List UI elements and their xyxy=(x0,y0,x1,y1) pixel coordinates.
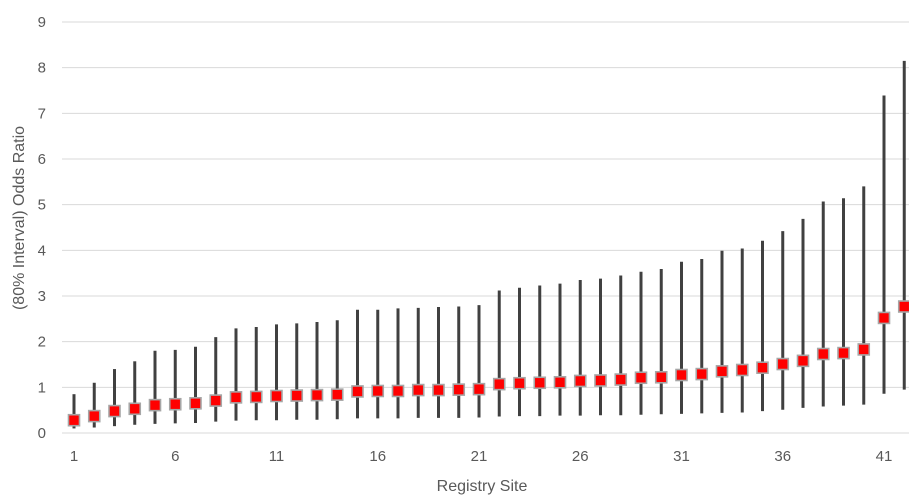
estimate-point xyxy=(614,373,628,386)
estimate-point xyxy=(209,394,223,407)
estimate-point xyxy=(229,391,243,404)
estimate-point xyxy=(857,343,871,356)
estimate-point xyxy=(492,377,506,391)
estimate-point xyxy=(452,383,466,396)
estimate-point xyxy=(715,365,729,378)
estimate-point xyxy=(432,383,445,397)
estimate-point xyxy=(148,398,162,412)
estimate-point xyxy=(391,384,405,398)
estimate-point xyxy=(776,357,790,371)
y-axis-tick-labels: 0 1 2 3 4 5 6 7 8 9 xyxy=(38,14,46,442)
x-tick-label: 26 xyxy=(572,448,589,465)
y-tick-label: 1 xyxy=(38,379,46,396)
estimate-point xyxy=(371,384,385,398)
estimate-point xyxy=(411,383,425,397)
x-axis-tick-labels: 1 6 11 16 21 26 31 36 41 xyxy=(70,448,893,465)
estimate-point xyxy=(351,385,364,398)
x-tick-label: 41 xyxy=(876,448,893,465)
x-tick-label: 1 xyxy=(70,448,78,465)
x-tick-label: 11 xyxy=(269,448,285,465)
estimate-point xyxy=(67,413,81,427)
estimate-point xyxy=(735,363,749,377)
x-tick-label: 6 xyxy=(171,448,179,465)
estimate-point xyxy=(168,397,182,411)
estimate-point xyxy=(796,354,810,368)
estimate-point xyxy=(330,388,344,401)
estimate-point xyxy=(472,382,486,396)
estimate-point xyxy=(756,361,769,374)
x-tick-label: 36 xyxy=(774,448,791,465)
estimate-point xyxy=(310,388,324,402)
y-tick-label: 5 xyxy=(38,197,46,214)
estimate-points xyxy=(67,300,909,427)
estimate-point xyxy=(634,371,648,385)
estimate-point xyxy=(513,376,526,390)
estimate-point xyxy=(290,389,304,402)
x-tick-label: 16 xyxy=(369,448,386,465)
estimate-point xyxy=(877,311,891,325)
y-tick-label: 6 xyxy=(38,151,46,168)
estimate-point xyxy=(897,300,909,313)
estimate-point xyxy=(695,367,709,381)
estimate-point xyxy=(533,376,547,390)
y-tick-label: 4 xyxy=(38,242,46,259)
y-tick-label: 2 xyxy=(38,334,46,351)
estimate-point xyxy=(249,390,263,404)
x-tick-label: 31 xyxy=(673,448,690,465)
y-tick-label: 3 xyxy=(38,288,46,305)
y-tick-label: 8 xyxy=(38,60,46,77)
x-tick-label: 21 xyxy=(471,448,488,465)
estimate-point xyxy=(594,374,607,387)
y-tick-label: 7 xyxy=(38,105,46,122)
estimate-point xyxy=(816,347,830,361)
gridlines xyxy=(62,21,909,434)
y-tick-label: 0 xyxy=(38,425,46,442)
estimate-point xyxy=(87,409,101,423)
interval-bars xyxy=(72,60,906,429)
estimate-point xyxy=(553,376,567,389)
estimate-point xyxy=(128,402,142,416)
estimate-point xyxy=(189,397,202,410)
estimate-point xyxy=(837,346,850,360)
y-axis-title: (80% Interval) Odds Ratio xyxy=(11,126,28,310)
estimate-point xyxy=(573,374,587,388)
estimate-point xyxy=(108,404,121,418)
estimate-point xyxy=(654,370,668,384)
estimate-point xyxy=(675,368,688,382)
estimate-point xyxy=(270,389,283,403)
y-tick-label: 9 xyxy=(38,14,46,31)
x-axis-title: Registry Site xyxy=(437,478,528,495)
